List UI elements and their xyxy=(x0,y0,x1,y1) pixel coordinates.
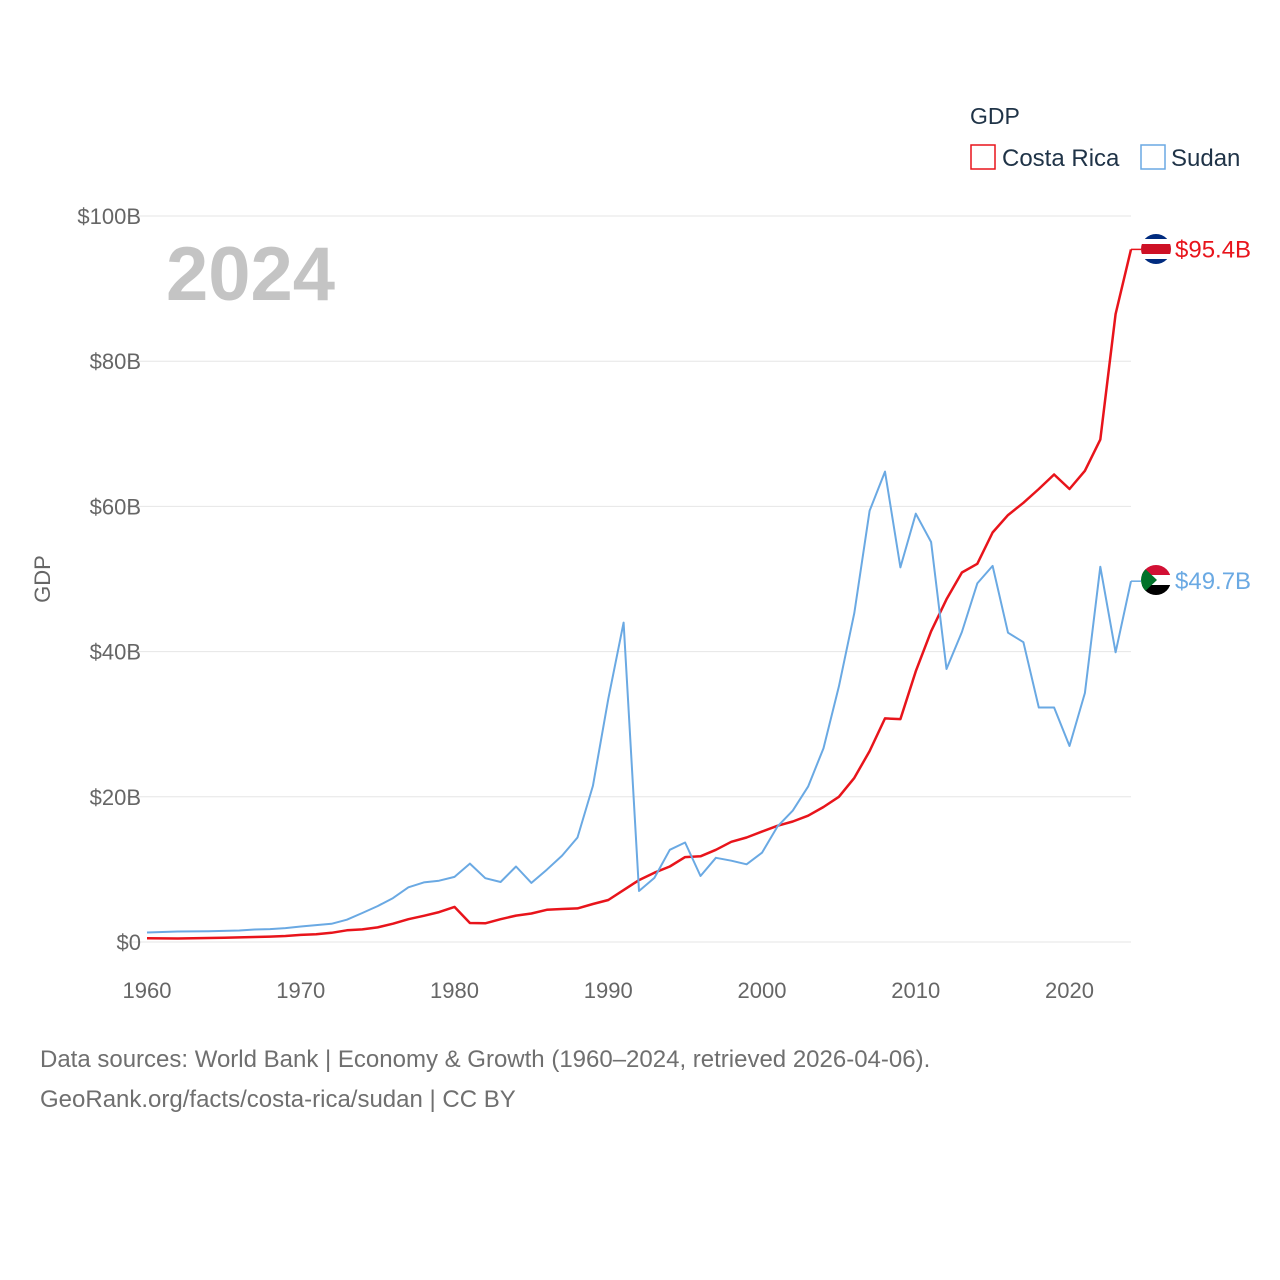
year-label: 2024 xyxy=(166,232,335,317)
costa-rica-flag-icon xyxy=(1141,234,1171,264)
x-tick-label: 2020 xyxy=(1045,978,1094,1003)
y-axis-title: GDP xyxy=(30,555,55,603)
end-value-label-costa-rica: $95.4B xyxy=(1175,236,1251,263)
x-tick-label: 2010 xyxy=(891,978,940,1003)
legend-swatch-costa-rica[interactable] xyxy=(970,144,996,170)
legend-swatch-sudan[interactable] xyxy=(1140,144,1166,170)
x-tick-label: 1980 xyxy=(430,978,479,1003)
legend-title: GDP xyxy=(970,103,1020,129)
x-tick-label: 1960 xyxy=(123,978,172,1003)
x-axis-ticks: 1960 1970 1980 1990 2000 2010 2020 xyxy=(123,978,1094,1003)
series-line-costa-rica[interactable] xyxy=(146,249,1133,940)
gdp-line-chart: $0 $20B $40B $60B $80B $100B 1960 1970 1980 1990… xyxy=(30,103,1251,1003)
gridlines xyxy=(127,215,1131,943)
y-axis-ticks: $0 $20B $40B $60B $80B $100B xyxy=(77,204,141,955)
sudan-flag-icon xyxy=(1141,565,1171,595)
x-tick-label: 1970 xyxy=(276,978,325,1003)
x-tick-label: 2000 xyxy=(738,978,787,1003)
y-tick-label: $100B xyxy=(77,204,141,229)
y-tick-label: $60B xyxy=(90,494,141,519)
end-value-label-sudan: $49.7B xyxy=(1175,568,1251,595)
series-end-labels: $95.4B $49.7B xyxy=(1131,236,1251,595)
y-tick-label: $40B xyxy=(90,640,141,665)
y-tick-label: $0 xyxy=(117,930,141,955)
y-tick-label: $20B xyxy=(90,785,141,810)
data-sources-text: Data sources: World Bank | Economy & Gro… xyxy=(40,1046,931,1073)
legend-label-costa-rica[interactable]: Costa Rica xyxy=(1002,145,1120,172)
y-tick-label: $80B xyxy=(90,349,141,374)
legend-label-sudan[interactable]: Sudan xyxy=(1171,145,1240,172)
source-url-text[interactable]: GeoRank.org/facts/costa-rica/sudan | CC … xyxy=(40,1086,516,1113)
footer: Data sources: World Bank | Economy & Gro… xyxy=(40,1040,930,1120)
x-tick-label: 1990 xyxy=(584,978,633,1003)
series-lines xyxy=(146,249,1133,940)
series-line-sudan[interactable] xyxy=(146,470,1132,934)
legend: GDP Costa Rica Sudan xyxy=(970,103,1240,172)
